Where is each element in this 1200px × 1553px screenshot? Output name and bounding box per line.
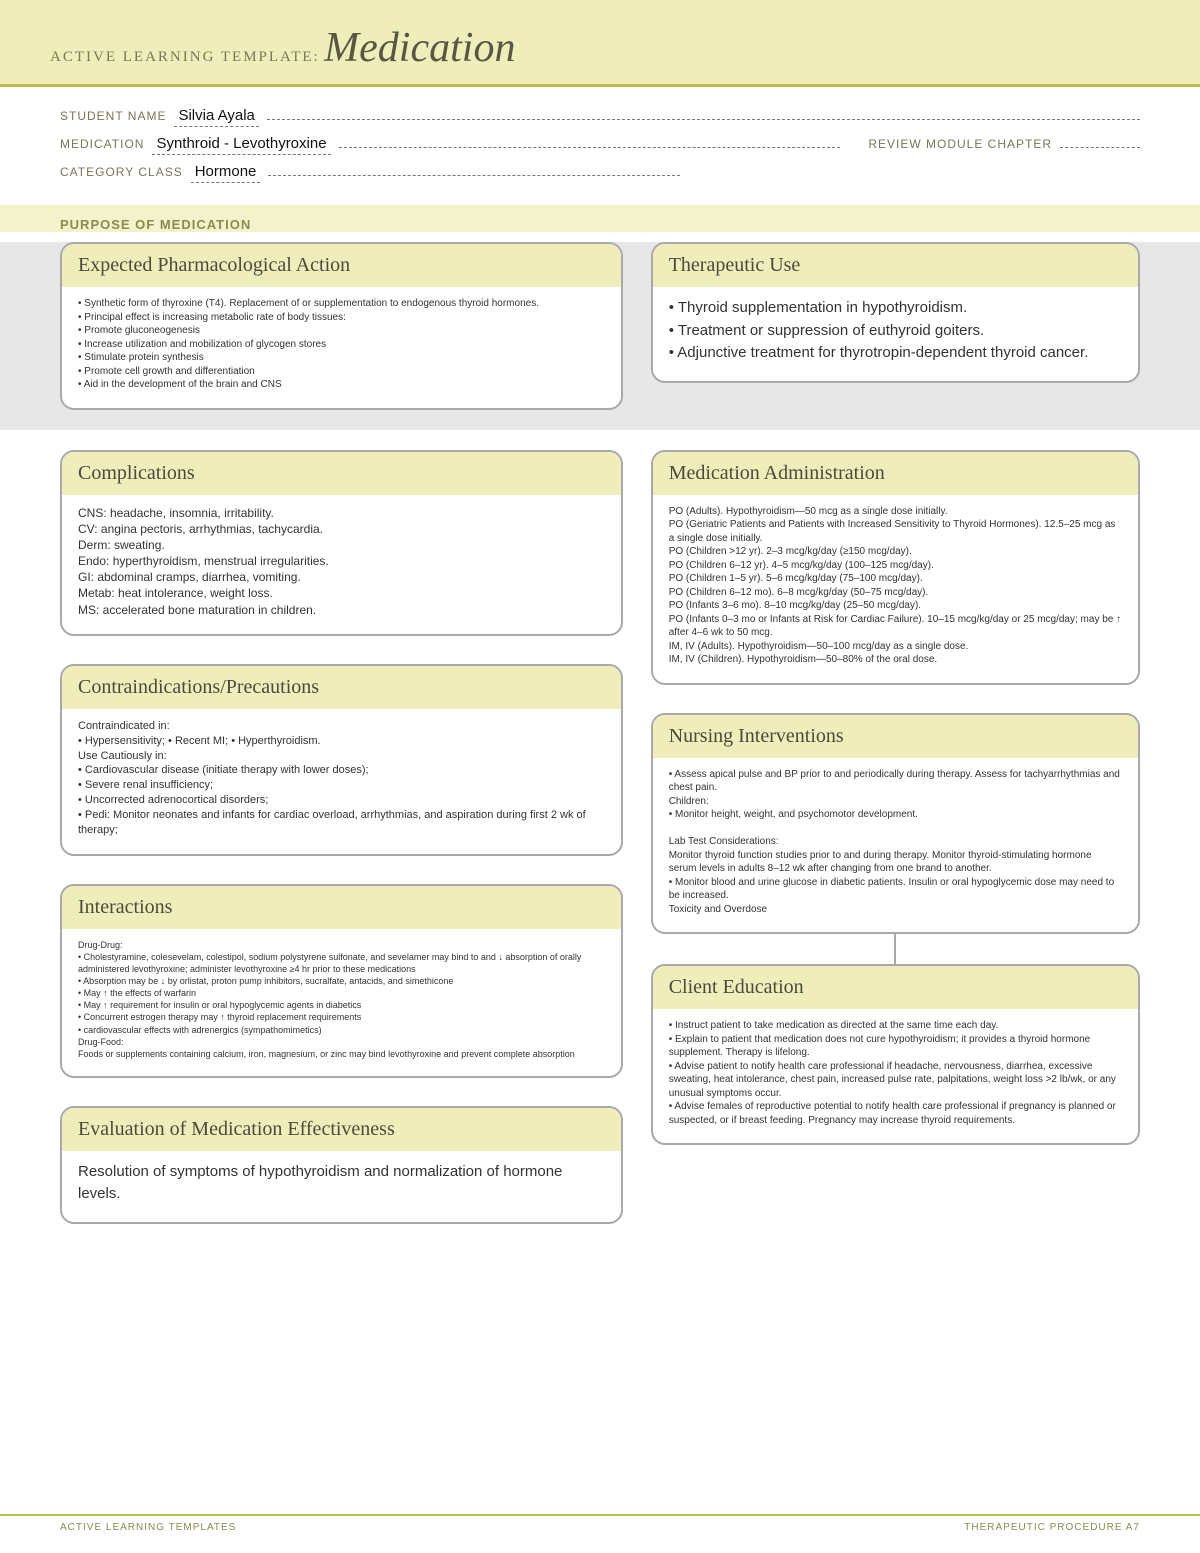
student-value: Silvia Ayala [174,107,258,127]
card-body: • Thyroid supplementation in hypothyroid… [653,287,1138,381]
purpose-label: PURPOSE OF MEDICATION [60,217,1140,232]
card-body: • Synthetic form of thyroxine (T4). Repl… [62,287,621,408]
review-label: REVIEW MODULE CHAPTER [868,137,1052,151]
connector-line [894,934,896,964]
medication-value: Synthroid - Levothyroxine [152,135,330,155]
card-title: Interactions [62,886,621,929]
category-value: Hormone [191,163,261,183]
header-title: Medication [324,25,515,71]
category-label: CATEGORY CLASS [60,165,183,179]
card-nursing-interventions: Nursing Interventions • Assess apical pu… [651,713,1140,935]
footer: ACTIVE LEARNING TEMPLATES THERAPEUTIC PR… [0,1514,1200,1533]
card-title: Evaluation of Medication Effectiveness [62,1108,621,1151]
footer-left: ACTIVE LEARNING TEMPLATES [60,1522,236,1533]
header-band: ACTIVE LEARNING TEMPLATE: Medication [0,0,1200,84]
card-body: Resolution of symptoms of hypothyroidism… [62,1151,621,1222]
header-prefix: ACTIVE LEARNING TEMPLATE: [50,49,320,65]
card-title: Therapeutic Use [653,244,1138,287]
medication-label: MEDICATION [60,137,144,151]
card-title: Client Education [653,966,1138,1009]
card-title: Expected Pharmacological Action [62,244,621,287]
card-title: Medication Administration [653,452,1138,495]
meta-block: STUDENT NAME Silvia Ayala MEDICATION Syn… [0,87,1200,205]
purpose-section: Expected Pharmacological Action • Synthe… [0,242,1200,430]
card-body: • Assess apical pulse and BP prior to an… [653,758,1138,933]
card-title: Complications [62,452,621,495]
card-therapeutic-use: Therapeutic Use • Thyroid supplementatio… [651,242,1140,383]
card-body: PO (Adults). Hypothyroidism—50 mcg as a … [653,495,1138,683]
underline [267,119,1140,120]
underline [268,175,680,176]
student-label: STUDENT NAME [60,109,166,123]
card-body: Drug-Drug: • Cholestyramine, colesevelam… [62,929,621,1076]
card-body: CNS: headache, insomnia, irritability. C… [62,495,621,634]
document-page: ACTIVE LEARNING TEMPLATE: Medication STU… [0,0,1200,1553]
card-body: Contraindicated in: • Hypersensitivity; … [62,709,621,854]
footer-right: THERAPEUTIC PROCEDURE A7 [964,1522,1140,1533]
card-title: Contraindications/Precautions [62,666,621,709]
card-body: • Instruct patient to take medication as… [653,1009,1138,1143]
card-medication-administration: Medication Administration PO (Adults). H… [651,450,1140,685]
card-interactions: Interactions Drug-Drug: • Cholestyramine… [60,884,623,1078]
main-content: Complications CNS: headache, insomnia, i… [0,450,1200,1312]
purpose-band: PURPOSE OF MEDICATION [0,205,1200,232]
underline [339,147,841,148]
card-title: Nursing Interventions [653,715,1138,758]
card-contraindications: Contraindications/Precautions Contraindi… [60,664,623,856]
card-client-education: Client Education • Instruct patient to t… [651,964,1140,1145]
card-evaluation: Evaluation of Medication Effectiveness R… [60,1106,623,1224]
card-complications: Complications CNS: headache, insomnia, i… [60,450,623,636]
card-pharm-action: Expected Pharmacological Action • Synthe… [60,242,623,410]
review-underline [1060,147,1140,148]
